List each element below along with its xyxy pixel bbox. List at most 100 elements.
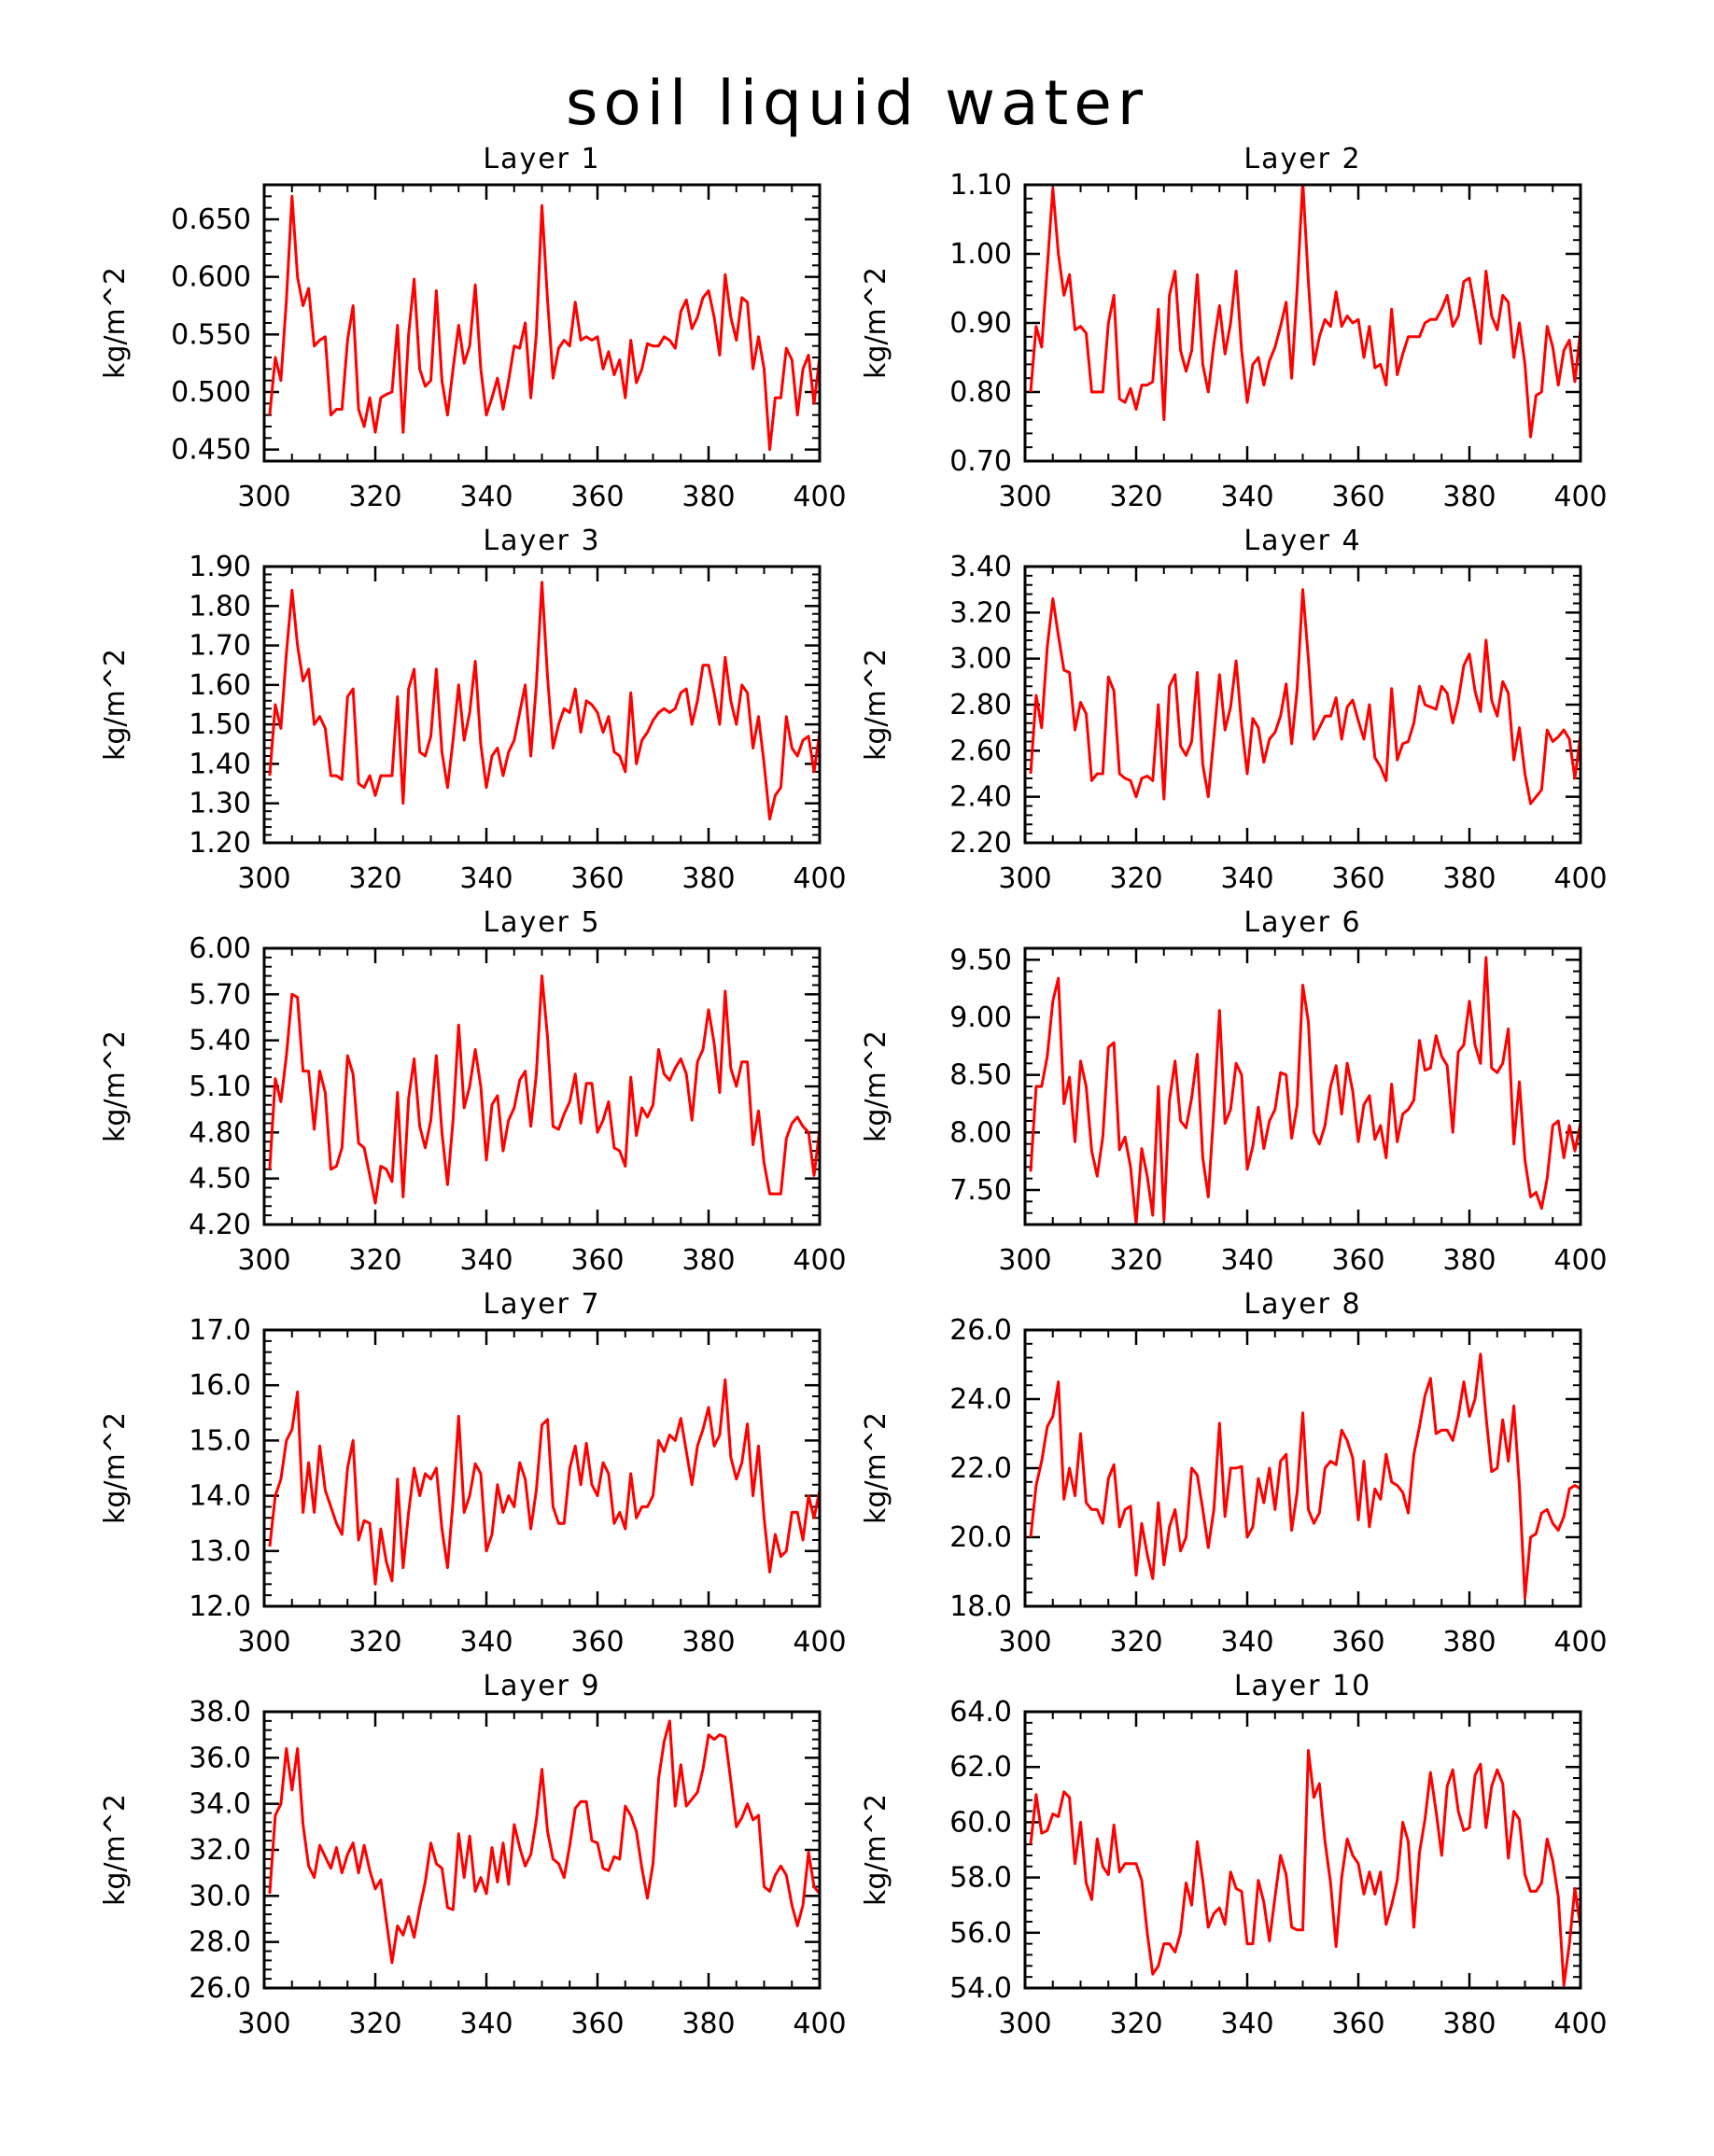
y-tick-label: 14.0 <box>189 1480 251 1513</box>
x-tick-label: 360 <box>570 862 624 895</box>
series-line <box>1029 185 1581 439</box>
series-line <box>1029 588 1581 805</box>
x-tick-label: 400 <box>793 2008 846 2040</box>
x-tick-label: 320 <box>1109 1626 1162 1659</box>
panel-title: Layer 5 <box>483 906 600 939</box>
y-tick-label: 26.0 <box>189 1972 251 2005</box>
layer-plot-8: Layer 8 kg/m^2 300 320 340 360 380 400 18.0 20.0 2… <box>860 1288 1608 1659</box>
x-tick-label: 380 <box>1442 1626 1496 1659</box>
panel-title: Layer 10 <box>1234 1670 1371 1702</box>
y-tick-label: 8.00 <box>949 1116 1012 1149</box>
plot-frame <box>262 946 822 1226</box>
y-tick-label: 54.0 <box>949 1972 1012 2005</box>
y-axis-label: kg/m^2 <box>99 267 132 379</box>
y-tick-label: 56.0 <box>949 1917 1012 1950</box>
y-axis-label: kg/m^2 <box>860 1412 892 1524</box>
y-tick-label: 0.450 <box>171 434 251 467</box>
x-tick-label: 340 <box>1220 1244 1273 1277</box>
layer-plot-4: Layer 4 kg/m^2 300 320 340 360 380 400 2.20 2.40 2… <box>860 525 1608 895</box>
x-tick-label: 340 <box>1220 481 1273 513</box>
series-line <box>1029 1748 1581 1987</box>
x-tick-label: 340 <box>1220 1626 1273 1659</box>
y-tick-label: 3.20 <box>949 596 1012 629</box>
y-axis-label: kg/m^2 <box>860 649 892 761</box>
y-tick-label: 64.0 <box>949 1696 1012 1729</box>
plot-frame <box>1023 946 1582 1226</box>
y-tick-label: 30.0 <box>189 1880 251 1912</box>
y-axis-label: kg/m^2 <box>99 649 132 761</box>
y-tick-label: 3.00 <box>949 643 1012 676</box>
y-axis-label: kg/m^2 <box>99 1794 132 1906</box>
panel-title: Layer 4 <box>1243 525 1361 557</box>
y-tick-label: 1.00 <box>949 238 1012 271</box>
x-tick-label: 340 <box>459 862 513 895</box>
y-tick-label: 5.70 <box>189 978 251 1011</box>
y-tick-label: 2.20 <box>949 827 1012 860</box>
x-tick-label: 340 <box>459 1626 513 1659</box>
y-tick-label: 1.90 <box>189 551 251 583</box>
plot-frame <box>262 1328 822 1608</box>
y-tick-label: 0.500 <box>171 376 251 409</box>
y-tick-label: 16.0 <box>189 1369 251 1402</box>
plot-frame <box>1023 565 1582 845</box>
x-tick-label: 340 <box>1220 2008 1273 2040</box>
x-tick-label: 360 <box>570 1244 624 1277</box>
series-line <box>268 1378 820 1586</box>
x-tick-label: 320 <box>348 1244 401 1277</box>
y-tick-label: 7.50 <box>949 1174 1012 1207</box>
x-tick-label: 380 <box>1442 2008 1496 2040</box>
y-tick-label: 0.90 <box>949 307 1012 340</box>
layer-plot-5: Layer 5 kg/m^2 300 320 340 360 380 400 4.20 4.50 4… <box>99 906 847 1277</box>
y-tick-label: 0.80 <box>949 376 1012 409</box>
y-tick-label: 1.30 <box>189 788 251 820</box>
series-line <box>268 194 820 452</box>
y-axis-label: kg/m^2 <box>99 1412 132 1524</box>
y-tick-label: 1.40 <box>189 748 251 780</box>
x-tick-label: 380 <box>681 2008 735 2040</box>
series-line <box>268 1719 820 1965</box>
y-tick-label: 28.0 <box>189 1926 251 1959</box>
panel-title: Layer 1 <box>483 143 600 175</box>
y-tick-label: 60.0 <box>949 1806 1012 1839</box>
y-tick-label: 62.0 <box>949 1751 1012 1784</box>
y-tick-label: 15.0 <box>189 1424 251 1457</box>
series-line <box>1029 1352 1581 1600</box>
x-tick-label: 340 <box>459 1244 513 1277</box>
y-tick-label: 5.40 <box>189 1025 251 1057</box>
x-tick-label: 380 <box>681 1626 735 1659</box>
y-tick-label: 3.40 <box>949 551 1012 583</box>
series-line <box>1029 956 1581 1225</box>
x-tick-label: 400 <box>793 481 846 513</box>
y-axis-label: kg/m^2 <box>860 1030 892 1142</box>
y-tick-label: 26.0 <box>949 1314 1012 1347</box>
x-tick-label: 400 <box>1553 1244 1607 1277</box>
x-tick-label: 300 <box>237 481 290 513</box>
y-tick-label: 17.0 <box>189 1314 251 1347</box>
y-tick-label: 22.0 <box>949 1452 1012 1485</box>
y-tick-label: 38.0 <box>189 1696 251 1729</box>
y-tick-label: 13.0 <box>189 1535 251 1568</box>
plot-frame <box>262 183 822 463</box>
layer-plot-3: Layer 3 kg/m^2 300 320 340 360 380 400 1.20 1.30 1… <box>99 525 847 895</box>
x-tick-label: 320 <box>1109 1244 1162 1277</box>
x-tick-label: 380 <box>681 862 735 895</box>
x-tick-label: 380 <box>1442 1244 1496 1277</box>
plot-frame <box>1023 183 1582 463</box>
y-axis-label: kg/m^2 <box>99 1030 132 1142</box>
x-tick-label: 340 <box>459 2008 513 2040</box>
layer-plot-6: Layer 6 kg/m^2 300 320 340 360 380 400 7.50 8.00 8… <box>860 906 1608 1277</box>
x-tick-label: 400 <box>1553 1626 1607 1659</box>
x-tick-label: 300 <box>998 1626 1051 1659</box>
x-tick-label: 380 <box>1442 481 1496 513</box>
x-tick-label: 320 <box>1109 862 1162 895</box>
x-tick-label: 300 <box>998 2008 1051 2040</box>
x-tick-label: 400 <box>1553 862 1607 895</box>
x-tick-label: 360 <box>1331 862 1384 895</box>
y-tick-label: 32.0 <box>189 1834 251 1867</box>
y-tick-label: 36.0 <box>189 1742 251 1774</box>
y-tick-label: 9.50 <box>949 944 1012 976</box>
y-axis-label: kg/m^2 <box>860 267 892 379</box>
figure-title: soil liquid water <box>565 67 1149 140</box>
y-tick-label: 4.80 <box>189 1116 251 1149</box>
